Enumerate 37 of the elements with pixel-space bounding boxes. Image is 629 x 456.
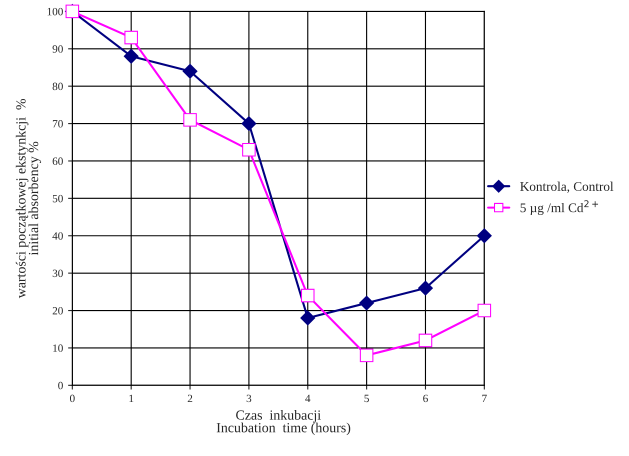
y-tick-label: 10	[53, 344, 63, 352]
point	[124, 48, 139, 64]
y-tick-label: 70	[52, 120, 63, 128]
point	[242, 116, 256, 131]
y-tick-label: 80	[52, 82, 63, 90]
x-tick-label: 5	[364, 394, 369, 402]
x-tick-label: 6	[423, 394, 428, 402]
point	[124, 30, 138, 44]
legend-label: 5 µg /ml Cd$^{2+}$	[520, 200, 598, 215]
x-axis-title: Czas inkubacji Incubation time (hours)	[216, 410, 350, 436]
y-tick-label: 60	[52, 157, 63, 165]
y-tick-label: 30	[52, 270, 63, 278]
x-tick-label: 7	[482, 394, 487, 402]
point	[359, 296, 374, 310]
point	[418, 334, 432, 348]
point	[182, 64, 198, 79]
x-tick-label: 4	[305, 394, 310, 402]
y-tick-label: 20	[52, 307, 63, 314]
point	[476, 228, 492, 244]
point	[300, 288, 315, 302]
x-tick-label: 2	[188, 394, 192, 402]
point	[478, 304, 492, 318]
y-axis-title: wartości początkowej ekstynkcji % initial absorbency %	[16, 98, 42, 298]
point	[183, 113, 197, 127]
point	[300, 310, 316, 326]
x-tick-label: 3	[246, 394, 252, 402]
legend-label: Kontrola, Control	[520, 182, 614, 193]
y-tick-label: 0	[58, 382, 63, 390]
point	[360, 348, 374, 362]
y-tick-label: 50	[52, 194, 63, 202]
y-tick-label: 90	[52, 45, 63, 53]
x-tick-label: 0	[70, 394, 75, 402]
y-tick-label: 100	[48, 8, 63, 16]
x-tick-label: 1	[129, 394, 134, 402]
y-tick-label: 40	[52, 232, 63, 240]
point	[242, 142, 256, 157]
point	[418, 280, 433, 296]
